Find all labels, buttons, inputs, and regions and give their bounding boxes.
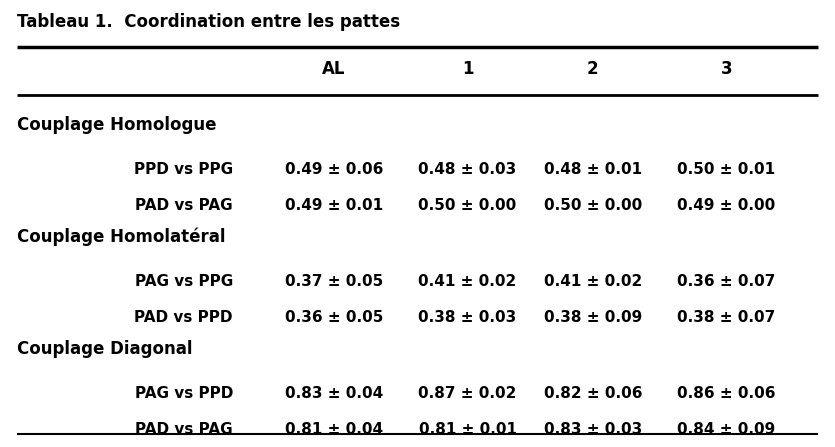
- Text: 0.50 ± 0.01: 0.50 ± 0.01: [677, 162, 776, 177]
- Text: 0.48 ± 0.01: 0.48 ± 0.01: [544, 162, 642, 177]
- Text: 0.82 ± 0.06: 0.82 ± 0.06: [544, 386, 642, 401]
- Text: 0.38 ± 0.03: 0.38 ± 0.03: [418, 310, 517, 325]
- Text: 0.41 ± 0.02: 0.41 ± 0.02: [544, 274, 642, 289]
- Text: 0.83 ± 0.04: 0.83 ± 0.04: [285, 386, 383, 401]
- Text: 0.81 ± 0.01: 0.81 ± 0.01: [418, 422, 517, 437]
- Text: 2: 2: [587, 60, 599, 78]
- Text: 0.48 ± 0.03: 0.48 ± 0.03: [418, 162, 517, 177]
- Text: Couplage Homologue: Couplage Homologue: [17, 116, 216, 134]
- Text: 0.49 ± 0.06: 0.49 ± 0.06: [285, 162, 383, 177]
- Text: 3: 3: [721, 60, 732, 78]
- Text: Couplage Diagonal: Couplage Diagonal: [17, 340, 192, 358]
- Text: 0.36 ± 0.05: 0.36 ± 0.05: [285, 310, 383, 325]
- Text: PPD vs PPG: PPD vs PPG: [134, 162, 233, 177]
- Text: 0.50 ± 0.00: 0.50 ± 0.00: [544, 198, 642, 213]
- Text: PAG vs PPG: PAG vs PPG: [134, 274, 233, 289]
- Text: 0.37 ± 0.05: 0.37 ± 0.05: [285, 274, 383, 289]
- Text: PAD vs PAG: PAD vs PAG: [135, 422, 232, 437]
- Text: PAD vs PAG: PAD vs PAG: [135, 198, 232, 213]
- Text: PAD vs PPD: PAD vs PPD: [134, 310, 233, 325]
- Text: 0.83 ± 0.03: 0.83 ± 0.03: [544, 422, 642, 437]
- Text: 0.38 ± 0.09: 0.38 ± 0.09: [544, 310, 642, 325]
- Text: 0.36 ± 0.07: 0.36 ± 0.07: [677, 274, 776, 289]
- Text: 0.49 ± 0.00: 0.49 ± 0.00: [677, 198, 776, 213]
- Text: Tableau 1.  Coordination entre les pattes: Tableau 1. Coordination entre les pattes: [17, 13, 400, 31]
- Text: 0.86 ± 0.06: 0.86 ± 0.06: [677, 386, 776, 401]
- Text: 0.38 ± 0.07: 0.38 ± 0.07: [677, 310, 776, 325]
- Text: 0.84 ± 0.09: 0.84 ± 0.09: [677, 422, 776, 437]
- Text: 0.41 ± 0.02: 0.41 ± 0.02: [418, 274, 517, 289]
- Text: 0.87 ± 0.02: 0.87 ± 0.02: [418, 386, 517, 401]
- Text: 0.50 ± 0.00: 0.50 ± 0.00: [418, 198, 517, 213]
- Text: 1: 1: [462, 60, 473, 78]
- Text: Couplage Homolatéral: Couplage Homolatéral: [17, 228, 225, 246]
- Text: 0.49 ± 0.01: 0.49 ± 0.01: [285, 198, 383, 213]
- Text: 0.81 ± 0.04: 0.81 ± 0.04: [285, 422, 383, 437]
- Text: AL: AL: [322, 60, 346, 78]
- Text: PAG vs PPD: PAG vs PPD: [134, 386, 233, 401]
